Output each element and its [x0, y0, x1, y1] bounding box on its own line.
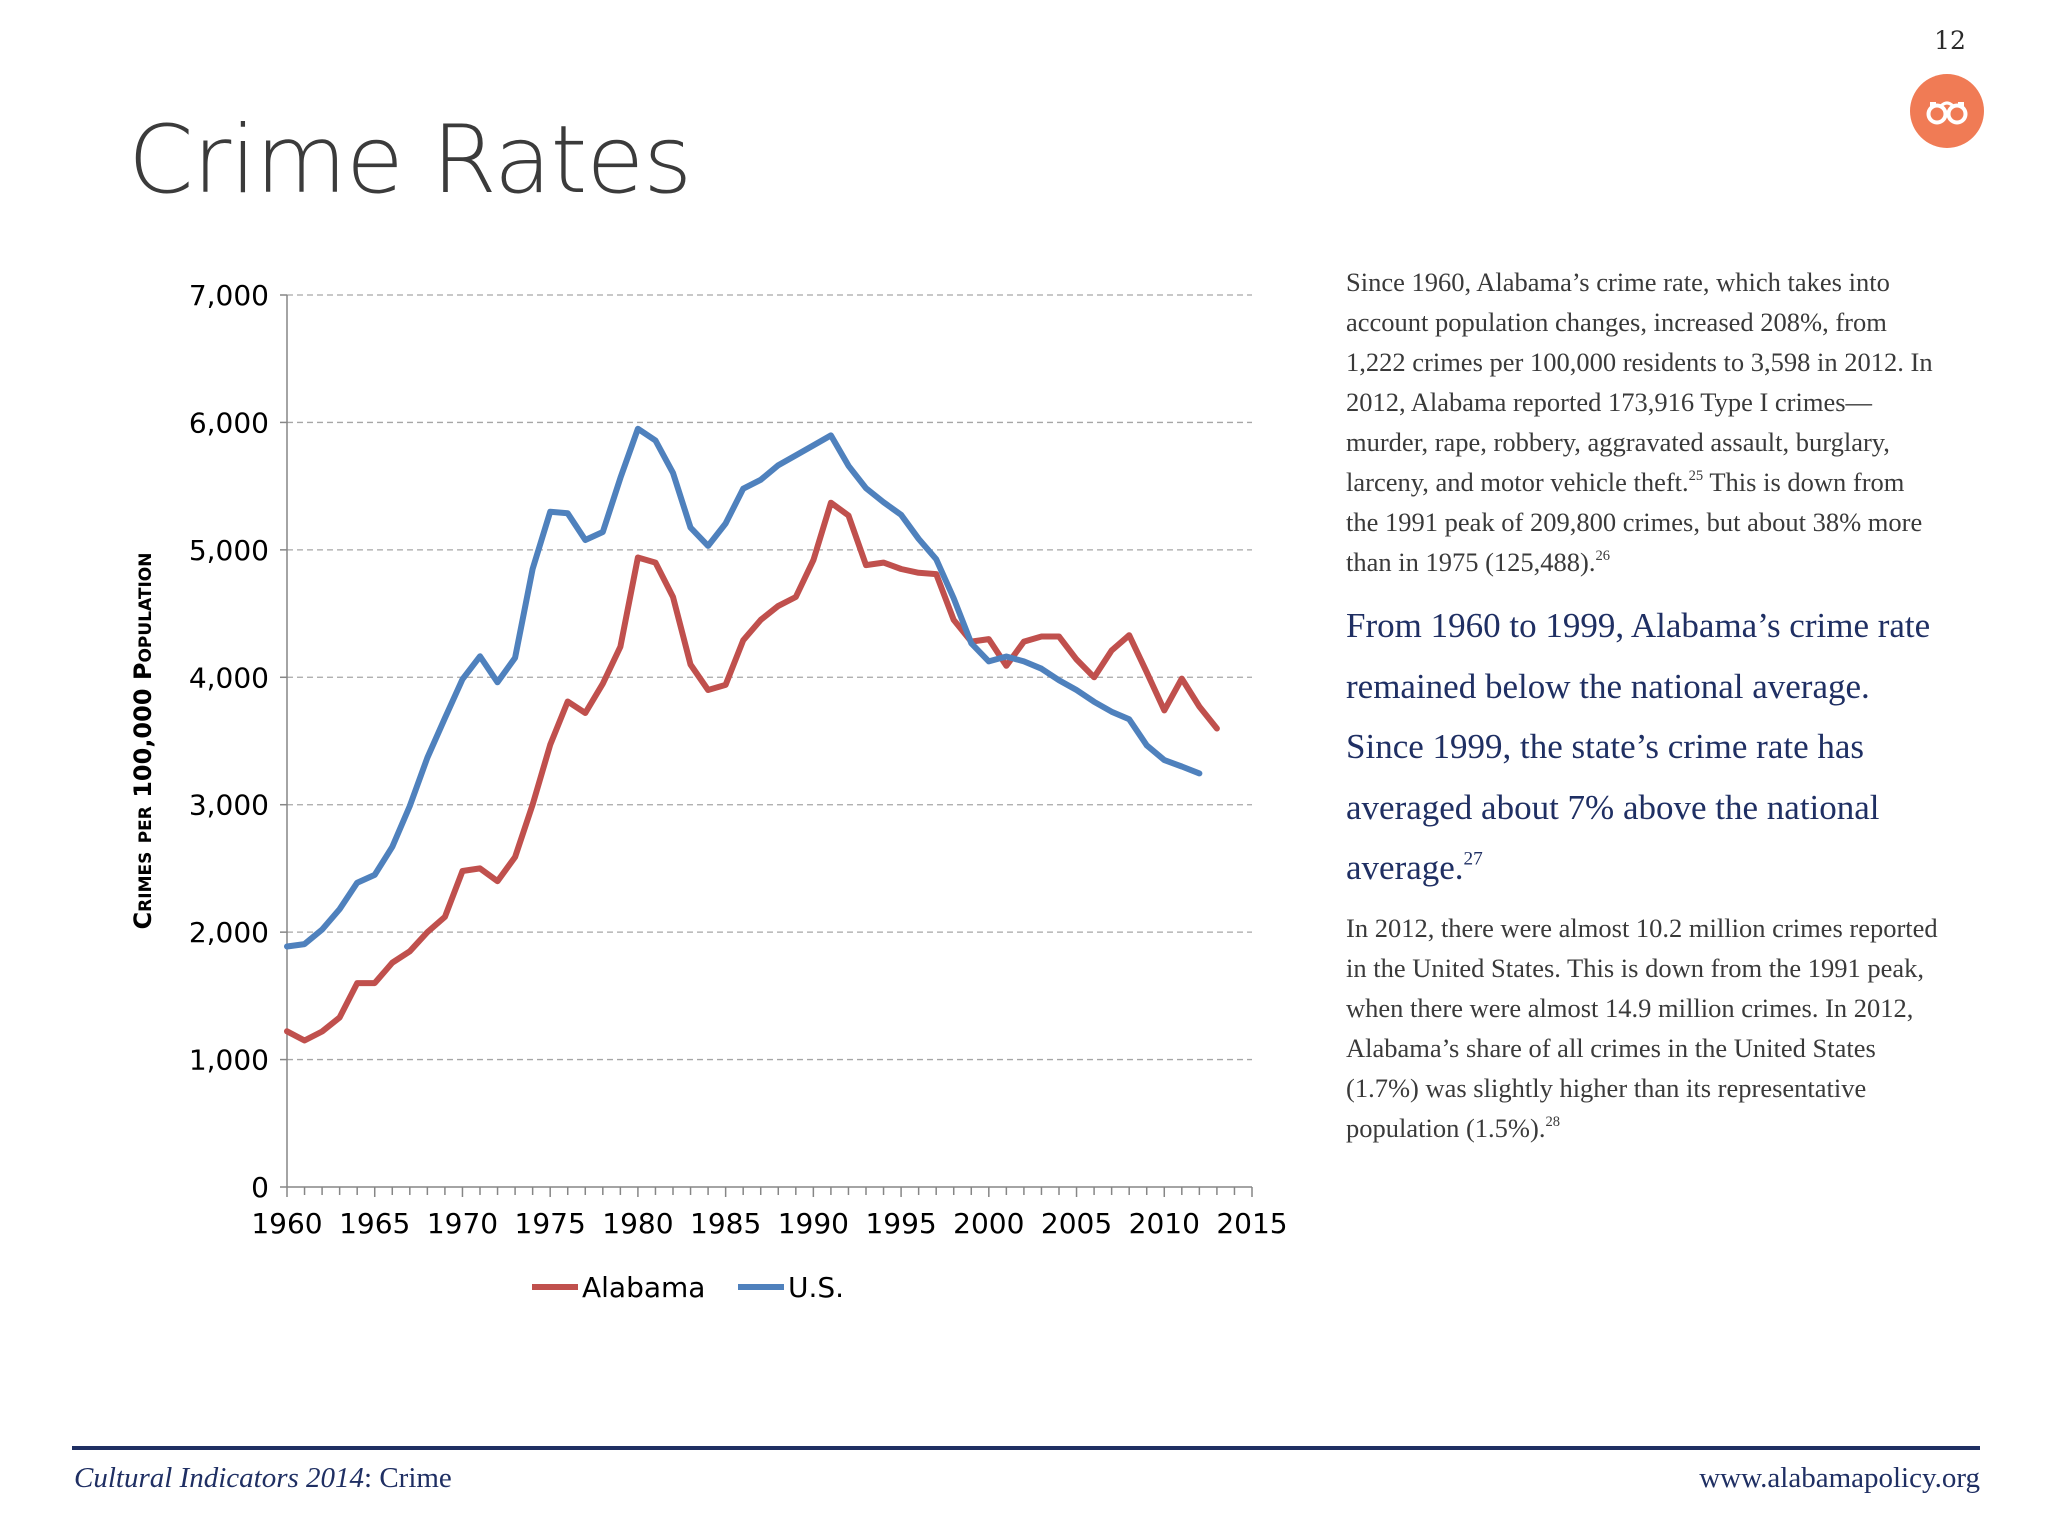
handcuffs-icon	[1926, 101, 1968, 125]
x-tick-label: 1975	[515, 1207, 586, 1240]
x-tick-label: 1960	[251, 1207, 322, 1240]
y-tick-label: 0	[251, 1171, 269, 1204]
series-line-alabama	[284, 499, 1220, 1044]
footnote-ref: 27	[1463, 848, 1483, 870]
intro-paragraph: Since 1960, Alabama’s crime rate, which …	[1346, 262, 1942, 582]
y-tick-label: 5,000	[189, 534, 269, 567]
footnote-ref: 25	[1688, 468, 1704, 485]
y-tick-label: 1,000	[189, 1044, 269, 1077]
legend-label: Alabama	[582, 1271, 705, 1304]
highlight-text: From 1960 to 1999, Alabama’s crime rate …	[1346, 606, 1931, 887]
x-tick-label: 2000	[953, 1207, 1024, 1240]
x-tick-label: 1970	[427, 1207, 498, 1240]
publication-name: Cultural Indicators 2014	[74, 1462, 365, 1494]
series-line-us	[284, 425, 1203, 950]
closing-text: In 2012, there were almost 10.2 million …	[1346, 913, 1938, 1143]
x-tick-label: 2005	[1041, 1207, 1112, 1240]
x-tick-label: 1985	[690, 1207, 761, 1240]
footer-divider	[72, 1446, 1980, 1450]
crime-rate-line-chart: 0 1,000 2,000 3,000 4,000 5,000 6,000 7,000 1960…	[129, 279, 1288, 1304]
footer-publication: Cultural Indicators 2014: Crime	[74, 1462, 452, 1495]
page-title: Crime Rates	[128, 106, 692, 215]
x-tick-label: 2010	[1129, 1207, 1200, 1240]
x-tick-label: 2015	[1216, 1207, 1287, 1240]
closing-paragraph: In 2012, there were almost 10.2 million …	[1346, 908, 1942, 1148]
x-tick-label: 1965	[339, 1207, 410, 1240]
intro-text-continued: This is down from the 1991 peak of 209,8…	[1346, 467, 1923, 577]
page-number: 12	[1934, 26, 1966, 55]
legend-label: U.S.	[788, 1271, 844, 1304]
y-tick-label: 7,000	[189, 279, 269, 312]
footnote-ref: 26	[1595, 548, 1611, 565]
y-tick-label: 3,000	[189, 789, 269, 822]
section-badge	[1910, 74, 1984, 148]
publication-section: : Crime	[364, 1462, 452, 1494]
highlight-paragraph: From 1960 to 1999, Alabama’s crime rate …	[1346, 596, 1942, 899]
footer-website[interactable]: www.alabamapolicy.org	[1699, 1462, 1980, 1494]
intro-text: Since 1960, Alabama’s crime rate, which …	[1346, 267, 1933, 497]
y-tick-label: 6,000	[189, 406, 269, 439]
x-tick-label: 1995	[865, 1207, 936, 1240]
y-tick-label: 4,000	[189, 661, 269, 694]
footnote-ref: 28	[1545, 1114, 1561, 1131]
y-tick-label: 2,000	[189, 916, 269, 949]
x-tick-label: 1990	[778, 1207, 849, 1240]
x-tick-label: 1980	[602, 1207, 673, 1240]
y-axis-label: Crimes per 100,000 Population	[129, 553, 157, 930]
